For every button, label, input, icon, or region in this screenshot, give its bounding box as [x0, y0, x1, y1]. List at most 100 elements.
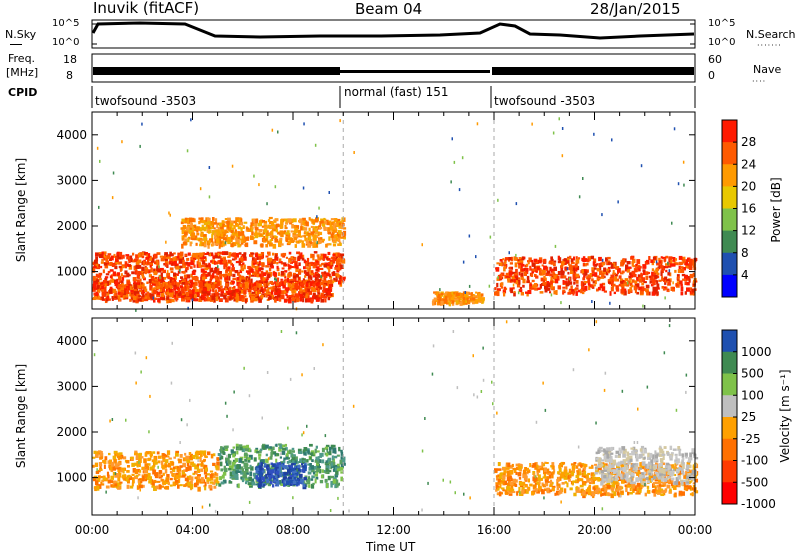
data-cell [301, 458, 306, 461]
data-cell [557, 471, 560, 475]
data-cell [536, 468, 541, 473]
data-cell [593, 258, 597, 264]
data-cell [562, 289, 566, 293]
data-cell [239, 257, 244, 263]
data-cell [563, 261, 567, 265]
data-cell [527, 260, 530, 265]
data-cell [245, 468, 249, 474]
data-cell [542, 270, 546, 274]
data-cell [684, 274, 688, 280]
data-cell [143, 468, 148, 474]
data-cell [662, 288, 666, 291]
data-cell [102, 477, 106, 481]
data-cell [511, 488, 515, 493]
data-cell [271, 228, 275, 231]
data-cell [247, 466, 250, 469]
data-cell [497, 478, 501, 483]
data-cell [676, 262, 679, 266]
data-cell [297, 468, 300, 472]
data-cell [521, 263, 525, 267]
data-cell [600, 272, 604, 276]
data-cell [673, 466, 676, 470]
data-cell [208, 484, 213, 489]
data-cell [265, 255, 269, 258]
data-cell [618, 268, 621, 273]
data-cell [511, 463, 514, 468]
data-cell [456, 292, 460, 297]
data-cell [117, 477, 121, 482]
data-cell [260, 252, 265, 255]
data-cell [209, 481, 214, 484]
data-cell [256, 468, 260, 472]
data-cell [631, 279, 635, 283]
data-cell [329, 243, 332, 246]
data-cell [512, 283, 515, 287]
data-cell [127, 274, 131, 277]
data-cell [655, 260, 658, 264]
data-cell [147, 473, 151, 478]
data-cell [327, 296, 331, 301]
data-cell [587, 257, 590, 262]
data-cell [613, 266, 616, 269]
data-cell [295, 269, 299, 273]
data-cell [665, 266, 669, 269]
data-cell [293, 275, 297, 279]
data-cell [510, 289, 514, 294]
data-cell [329, 259, 334, 264]
data-cell [213, 281, 218, 286]
data-cell [166, 455, 170, 458]
data-cell [270, 265, 274, 269]
data-cell [184, 282, 187, 287]
data-cell [277, 231, 281, 235]
data-cell [227, 255, 231, 258]
data-cell [166, 298, 169, 304]
data-cell [252, 262, 256, 265]
data-cell [141, 266, 145, 272]
data-cell [147, 253, 151, 259]
data-cell [581, 269, 585, 274]
data-cell [275, 470, 280, 475]
data-cell [525, 291, 529, 294]
data-cell [233, 285, 236, 290]
data-cell [254, 253, 259, 258]
data-cell [231, 264, 235, 268]
data-cell [224, 275, 227, 281]
data-cell [327, 290, 331, 296]
data-cell [628, 275, 632, 279]
data-cell [246, 444, 250, 449]
data-cell [186, 287, 189, 291]
data-cell [242, 282, 245, 285]
data-cell [169, 467, 173, 471]
data-cell [582, 292, 585, 295]
data-cell [194, 453, 197, 457]
data-cell [305, 262, 308, 267]
data-cell [647, 477, 652, 483]
data-cell [330, 284, 334, 288]
data-cell [467, 299, 471, 305]
data-cell [338, 275, 342, 280]
data-cell [92, 287, 96, 292]
data-cell [124, 288, 128, 292]
data-cell [299, 293, 304, 297]
data-cell [235, 252, 239, 258]
data-cell [333, 237, 336, 241]
data-cell [169, 471, 173, 474]
data-cell [540, 269, 543, 272]
data-cell [199, 187, 202, 191]
data-cell [242, 279, 246, 282]
data-cell [507, 482, 511, 487]
data-cell [515, 268, 518, 274]
data-cell [260, 277, 264, 282]
data-cell [655, 467, 659, 472]
data-cell [181, 243, 184, 249]
data-cell [539, 283, 542, 289]
data-cell [614, 274, 618, 278]
data-cell [692, 485, 695, 489]
data-cell [141, 479, 145, 482]
data-cell [613, 291, 617, 295]
data-cell [275, 458, 278, 463]
data-cell [303, 462, 307, 467]
data-cell [255, 228, 258, 234]
data-cell [285, 287, 290, 291]
data-cell [214, 236, 218, 240]
